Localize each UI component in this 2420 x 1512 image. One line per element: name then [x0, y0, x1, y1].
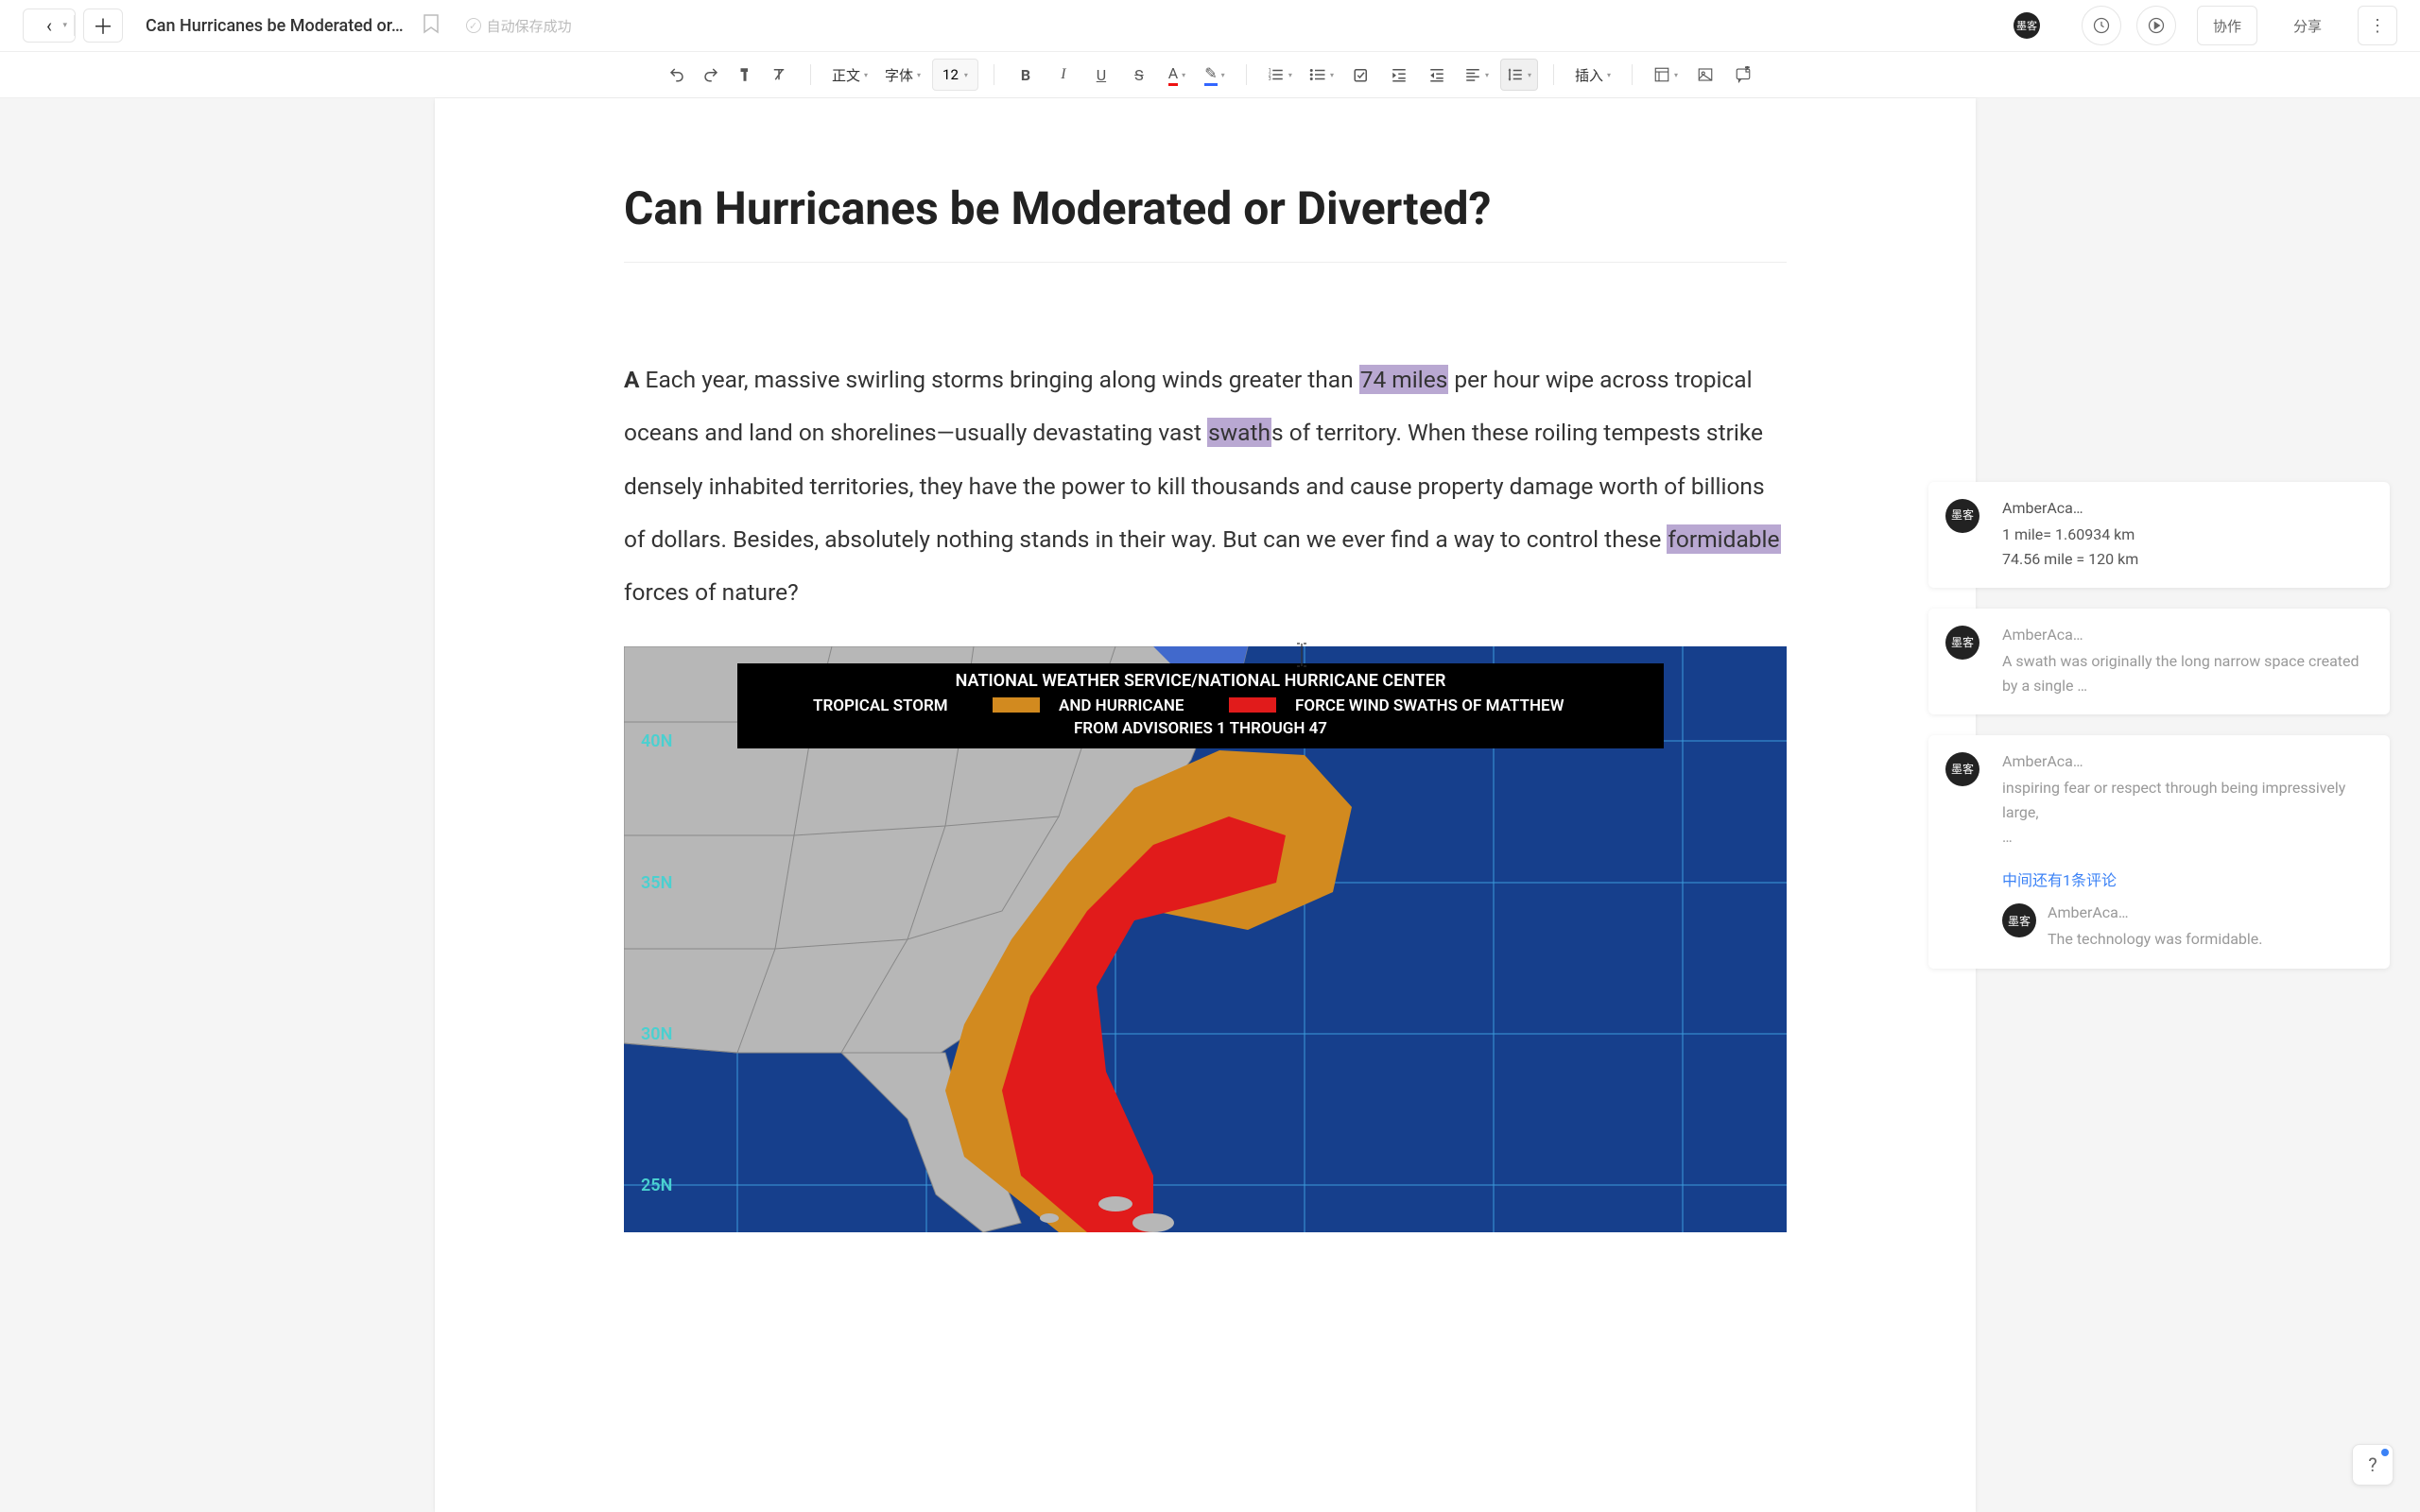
user-avatar[interactable]: 墨客 [2014, 12, 2040, 39]
left-margin [0, 98, 435, 1512]
comment-card[interactable]: 墨客 AmberAca… 1 mile= 1.60934 km 74.56 mi… [1928, 482, 2390, 588]
svg-text:+: + [1745, 66, 1749, 72]
app-header: ‹ ▾ ＋ Can Hurricanes be Moderated or… ✓ … [0, 0, 2420, 51]
bold-button[interactable]: B [1010, 59, 1042, 91]
autosave-text: 自动保存成功 [487, 16, 572, 36]
lat-label-30n: 30N [641, 1024, 672, 1044]
align-button[interactable]: ▾ [1459, 59, 1495, 91]
check-circle-icon: ✓ [466, 18, 481, 33]
document-title-header[interactable]: Can Hurricanes be Moderated or… [146, 16, 404, 36]
comment-avatar: 墨客 [1945, 499, 1979, 533]
svg-text:FORCE WIND SWATHS OF MATTHEW: FORCE WIND SWATHS OF MATTHEW [1295, 696, 1564, 715]
format-painter-button[interactable] [729, 59, 761, 91]
document-page[interactable]: Can Hurricanes be Moderated or Diverted?… [435, 98, 1976, 1512]
help-icon: ? [2368, 1453, 2377, 1476]
redo-button[interactable] [695, 59, 727, 91]
italic-button[interactable]: I [1047, 59, 1080, 91]
notification-dot-icon [2381, 1449, 2389, 1456]
more-button[interactable]: ⋮ [2358, 6, 2397, 45]
highlight-color-button[interactable]: ✎▾ [1199, 59, 1231, 91]
indent-decrease-button[interactable] [1421, 59, 1453, 91]
undo-button[interactable] [661, 59, 693, 91]
underline-button[interactable]: U [1085, 59, 1117, 91]
comment-button[interactable]: + [1727, 59, 1759, 91]
map-title: NATIONAL WEATHER SERVICE/NATIONAL HURRIC… [956, 671, 1446, 691]
comment-card[interactable]: 墨客 AmberAca… inspiring fear or respect t… [1928, 735, 2390, 968]
comment-body: 1 mile= 1.60934 km 74.56 mile = 120 km [2002, 523, 2371, 571]
editor-toolbar: 正文▾ 字体▾ 12▾ B I U S A▾ ✎▾ 123▾ ▾ ▾ ▾ 插入▾… [0, 51, 2420, 98]
comment-user: AmberAca… [2002, 752, 2371, 770]
play-button[interactable] [2136, 6, 2176, 45]
comment-avatar: 墨客 [1945, 752, 1979, 786]
insert-dropdown[interactable]: 插入▾ [1569, 59, 1616, 91]
lat-label-35n: 35N [641, 873, 672, 893]
comment-more-link[interactable]: 中间还有1条评论 [2002, 868, 2371, 890]
add-button[interactable]: ＋ [83, 9, 123, 43]
svg-text:3: 3 [1269, 77, 1271, 82]
comment-user: AmberAca… [2002, 626, 2371, 644]
embedded-map-image[interactable]: 40N 35N 30N 25N NATIONAL WEATHER SERVICE… [624, 646, 1787, 1232]
autosave-status: ✓ 自动保存成功 [466, 16, 572, 36]
share-button[interactable]: 分享 [2278, 6, 2337, 45]
hurricane-map-svg: 40N 35N 30N 25N NATIONAL WEATHER SERVICE… [624, 646, 1787, 1232]
checklist-button[interactable] [1345, 59, 1377, 91]
comment-body: A swath was originally the long narrow s… [2002, 649, 2371, 697]
indent-increase-button[interactable] [1383, 59, 1415, 91]
comment-user: AmberAca… [2048, 903, 2263, 921]
svg-text:AND HURRICANE: AND HURRICANE [1059, 696, 1184, 715]
bookmark-icon[interactable] [423, 13, 440, 39]
comment-user: AmberAca… [2002, 499, 2371, 517]
help-button[interactable]: ? [2352, 1444, 2394, 1486]
svg-text:TROPICAL STORM: TROPICAL STORM [813, 696, 948, 715]
font-family-dropdown[interactable]: 字体▾ [879, 59, 926, 91]
lat-label-40n: 40N [641, 731, 672, 751]
history-button[interactable] [2082, 6, 2121, 45]
ordered-list-button[interactable]: 123▾ [1262, 59, 1298, 91]
dropdown-caret-icon: ▾ [62, 21, 67, 30]
paragraph-style-dropdown[interactable]: 正文▾ [826, 59, 873, 91]
svg-text:FROM ADVISORIES 1 THROUGH 47: FROM ADVISORIES 1 THROUGH 47 [1074, 719, 1327, 738]
comment-avatar: 墨客 [2002, 903, 2036, 937]
header-right: 墨客 协作 分享 ⋮ [2014, 6, 2397, 45]
body-paragraph[interactable]: A Each year, massive swirling storms bri… [624, 353, 1787, 620]
comment-avatar: 墨客 [1945, 626, 1979, 660]
unordered-list-button[interactable]: ▾ [1304, 59, 1340, 91]
font-size-dropdown[interactable]: 12▾ [932, 59, 978, 91]
comment-body: inspiring fear or respect through being … [2002, 776, 2371, 849]
collaborate-button[interactable]: 协作 [2197, 6, 2257, 45]
text-color-button[interactable]: A▾ [1161, 59, 1193, 91]
para-lead: A [624, 366, 639, 393]
highlight-formidable[interactable]: formidable [1667, 524, 1780, 554]
document-title[interactable]: Can Hurricanes be Moderated or Diverted? [624, 181, 1787, 263]
strikethrough-button[interactable]: S [1123, 59, 1155, 91]
clear-format-button[interactable] [763, 59, 795, 91]
image-button[interactable] [1689, 59, 1721, 91]
highlight-swath[interactable]: swath [1207, 418, 1271, 447]
line-spacing-button[interactable]: ▾ [1500, 59, 1538, 91]
back-button[interactable]: ‹ ▾ [23, 9, 76, 43]
lat-label-25n: 25N [641, 1176, 672, 1195]
highlight-74miles[interactable]: 74 miles [1359, 365, 1449, 394]
comment-body: The technology was formidable. [2048, 927, 2263, 952]
comment-card[interactable]: 墨客 AmberAca… A swath was originally the … [1928, 609, 2390, 714]
chevron-left-icon: ‹ [46, 14, 52, 37]
comments-panel: 墨客 AmberAca… 1 mile= 1.60934 km 74.56 mi… [1928, 482, 2420, 969]
header-left: ‹ ▾ ＋ Can Hurricanes be Moderated or… ✓ … [23, 9, 572, 43]
layout-button[interactable]: ▾ [1648, 59, 1684, 91]
